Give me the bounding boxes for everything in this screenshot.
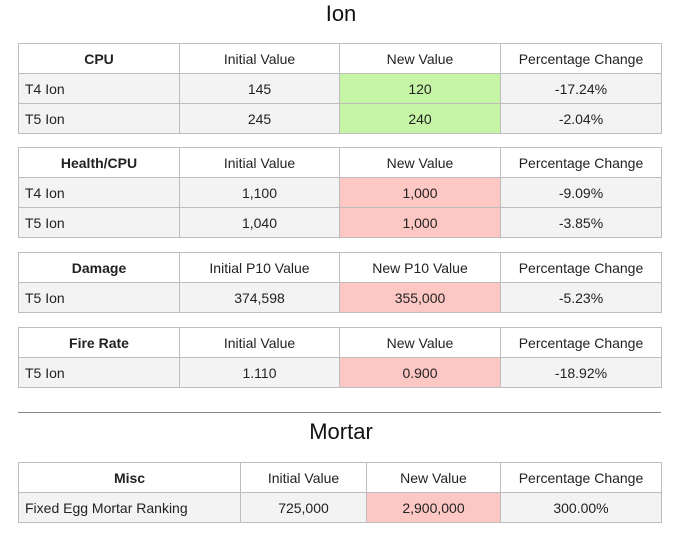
header-cell: Percentage Change bbox=[500, 327, 662, 358]
ion-section-title: Ion bbox=[325, 1, 357, 26]
initial-value-cell: 725,000 bbox=[240, 492, 367, 523]
header-cell: Percentage Change bbox=[500, 462, 662, 493]
row-label-cell: T5 Ion bbox=[18, 103, 180, 134]
row-label-cell: T5 Ion bbox=[18, 357, 180, 388]
header-cell: Misc bbox=[18, 462, 241, 493]
percentage-change-cell: -9.09% bbox=[500, 177, 662, 208]
header-cell: Initial P10 Value bbox=[179, 252, 340, 283]
header-cell: Initial Value bbox=[240, 462, 367, 493]
mortar-section-title: Mortar bbox=[309, 419, 373, 444]
new-value-cell: 355,000 bbox=[339, 282, 501, 313]
initial-value-cell: 245 bbox=[179, 103, 340, 134]
header-cell: New Value bbox=[366, 462, 501, 493]
header-cell: Percentage Change bbox=[500, 147, 662, 178]
health-cpu-table: Health/CPU Initial Value New Value Perce… bbox=[18, 147, 662, 238]
table-row: T4 Ion 1,100 1,000 -9.09% bbox=[18, 177, 662, 208]
new-value-cell: 1,000 bbox=[339, 207, 501, 238]
fire-rate-table: Fire Rate Initial Value New Value Percen… bbox=[18, 327, 662, 388]
new-value-cell: 1,000 bbox=[339, 177, 501, 208]
percentage-change-cell: -5.23% bbox=[500, 282, 662, 313]
percentage-change-cell: -3.85% bbox=[500, 207, 662, 238]
cpu-table: CPU Initial Value New Value Percentage C… bbox=[18, 43, 662, 134]
new-value-cell: 240 bbox=[339, 103, 501, 134]
header-cell: New Value bbox=[339, 327, 501, 358]
new-value-cell: 2,900,000 bbox=[366, 492, 501, 523]
misc-table: Misc Initial Value New Value Percentage … bbox=[18, 462, 662, 523]
section-divider bbox=[18, 412, 661, 413]
table-row: T5 Ion 245 240 -2.04% bbox=[18, 103, 662, 134]
row-label-cell: T4 Ion bbox=[18, 73, 180, 104]
initial-value-cell: 1,100 bbox=[179, 177, 340, 208]
table-header-row: CPU Initial Value New Value Percentage C… bbox=[18, 43, 662, 74]
row-label-cell: T5 Ion bbox=[18, 207, 180, 238]
initial-value-cell: 145 bbox=[179, 73, 340, 104]
table-row: T5 Ion 374,598 355,000 -5.23% bbox=[18, 282, 662, 313]
damage-table: Damage Initial P10 Value New P10 Value P… bbox=[18, 252, 662, 313]
header-cell: Percentage Change bbox=[500, 43, 662, 74]
initial-value-cell: 374,598 bbox=[179, 282, 340, 313]
header-cell: Initial Value bbox=[179, 43, 340, 74]
table-header-row: Health/CPU Initial Value New Value Perce… bbox=[18, 147, 662, 178]
row-label-cell: T4 Ion bbox=[18, 177, 180, 208]
initial-value-cell: 1,040 bbox=[179, 207, 340, 238]
table-row: T5 Ion 1.110 0.900 -18.92% bbox=[18, 357, 662, 388]
header-cell: New P10 Value bbox=[339, 252, 501, 283]
new-value-cell: 0.900 bbox=[339, 357, 501, 388]
table-row: T4 Ion 145 120 -17.24% bbox=[18, 73, 662, 104]
header-cell: New Value bbox=[339, 43, 501, 74]
header-cell: Initial Value bbox=[179, 147, 340, 178]
percentage-change-cell: -2.04% bbox=[500, 103, 662, 134]
percentage-change-cell: -18.92% bbox=[500, 357, 662, 388]
header-cell: New Value bbox=[339, 147, 501, 178]
row-label-cell: Fixed Egg Mortar Ranking bbox=[18, 492, 241, 523]
header-cell: Fire Rate bbox=[18, 327, 180, 358]
row-label-cell: T5 Ion bbox=[18, 282, 180, 313]
initial-value-cell: 1.110 bbox=[179, 357, 340, 388]
header-cell: Percentage Change bbox=[500, 252, 662, 283]
percentage-change-cell: 300.00% bbox=[500, 492, 662, 523]
new-value-cell: 120 bbox=[339, 73, 501, 104]
table-header-row: Fire Rate Initial Value New Value Percen… bbox=[18, 327, 662, 358]
header-cell: Damage bbox=[18, 252, 180, 283]
header-cell: Health/CPU bbox=[18, 147, 180, 178]
table-header-row: Misc Initial Value New Value Percentage … bbox=[18, 462, 662, 493]
table-header-row: Damage Initial P10 Value New P10 Value P… bbox=[18, 252, 662, 283]
header-cell: Initial Value bbox=[179, 327, 340, 358]
table-row: Fixed Egg Mortar Ranking 725,000 2,900,0… bbox=[18, 492, 662, 523]
header-cell: CPU bbox=[18, 43, 180, 74]
percentage-change-cell: -17.24% bbox=[500, 73, 662, 104]
table-row: T5 Ion 1,040 1,000 -3.85% bbox=[18, 207, 662, 238]
